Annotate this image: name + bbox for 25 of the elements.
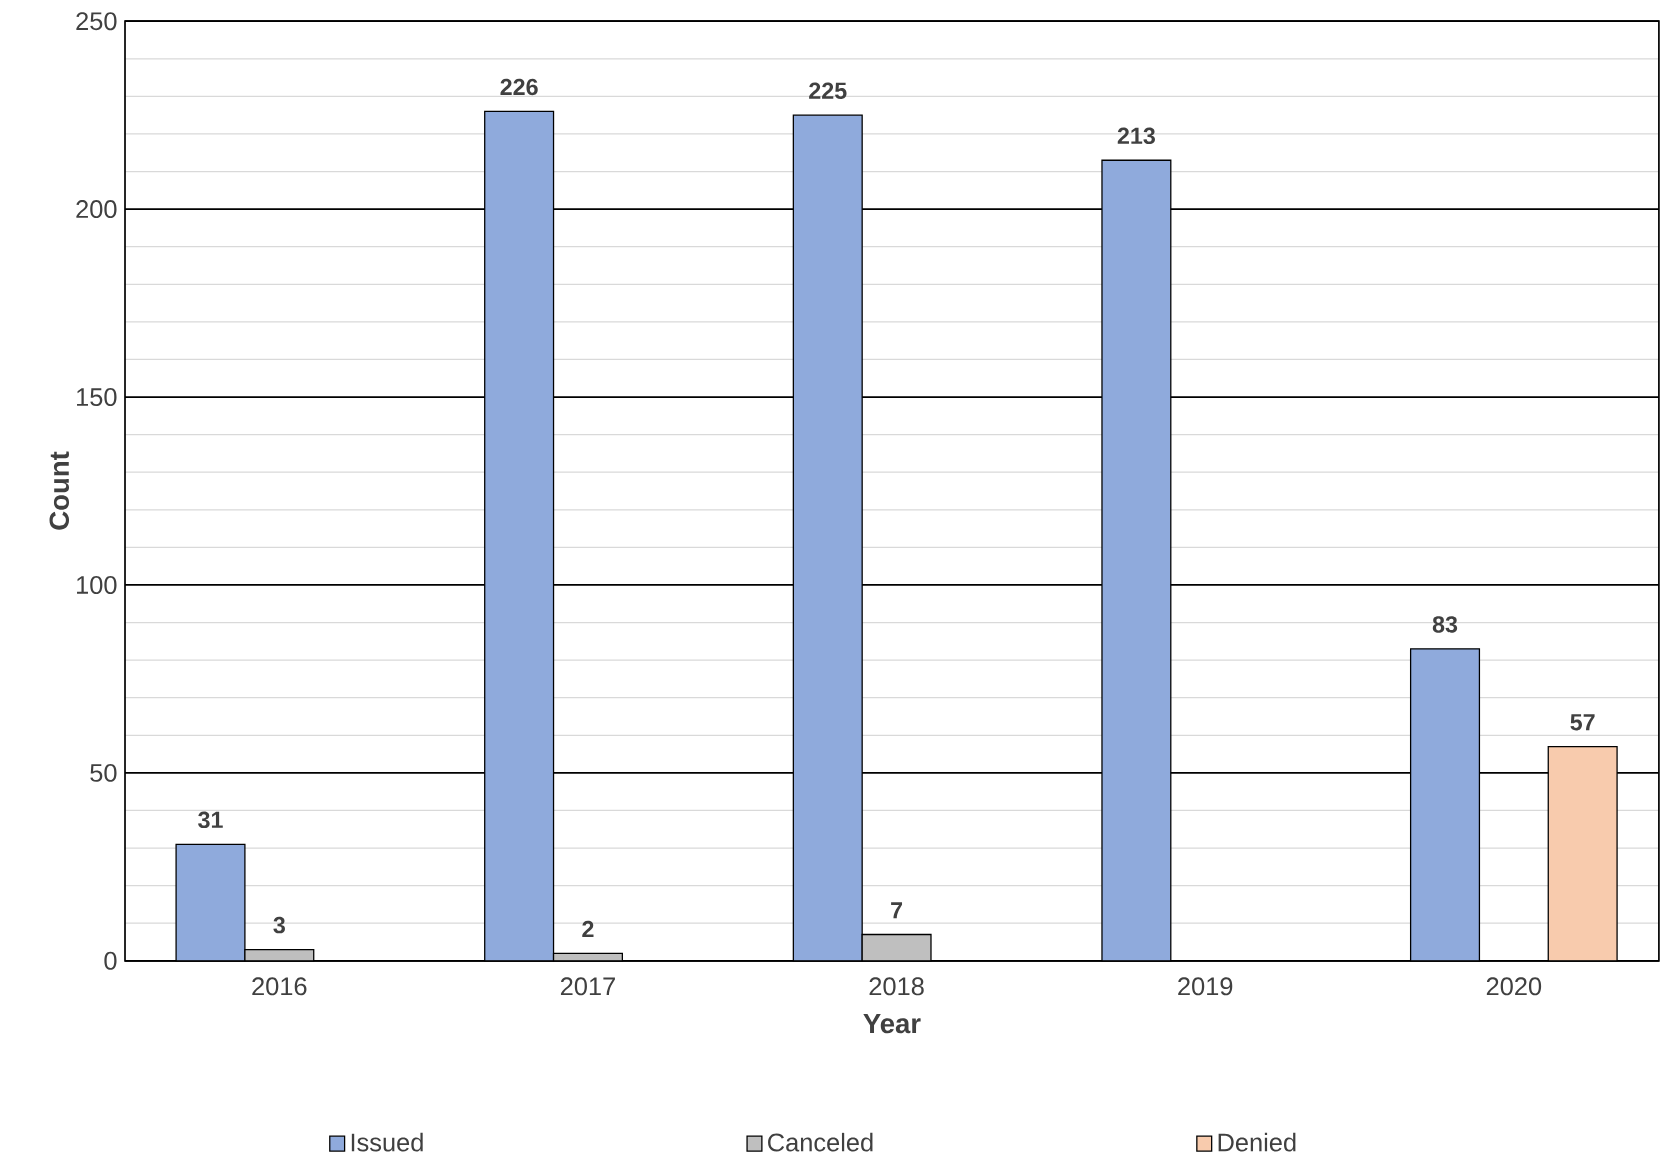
- x-axis-title: Year: [863, 1014, 921, 1034]
- y-tick-label: 250: [76, 12, 117, 31]
- data-label: 7: [891, 902, 903, 919]
- data-label: 2: [582, 920, 594, 938]
- x-tick-label: 2017: [560, 977, 615, 996]
- y-tick-label: 150: [77, 388, 117, 407]
- data-label: 31: [198, 811, 223, 829]
- data-label: 3: [273, 916, 285, 934]
- data-label: 226: [500, 78, 538, 96]
- x-tick-label: 2020: [1486, 977, 1542, 996]
- y-tick-label: 0: [104, 951, 117, 970]
- data-label: 225: [809, 82, 847, 100]
- y-tick-label: 50: [90, 763, 117, 782]
- y-tick-label: 100: [77, 576, 117, 594]
- legend-label: Issued: [351, 1132, 423, 1152]
- x-tick-label: 2016: [252, 977, 307, 996]
- legend-label: Denied: [1218, 1132, 1296, 1152]
- y-axis-title: Count: [49, 451, 70, 530]
- data-label: 57: [1570, 714, 1595, 731]
- legend-label: Canceled: [768, 1132, 873, 1152]
- data-label: 83: [1432, 616, 1458, 633]
- x-tick-label: 2019: [1178, 977, 1233, 996]
- data-label: 213: [1117, 127, 1155, 145]
- y-tick-label: 200: [76, 200, 117, 219]
- x-tick-label: 2018: [869, 977, 924, 996]
